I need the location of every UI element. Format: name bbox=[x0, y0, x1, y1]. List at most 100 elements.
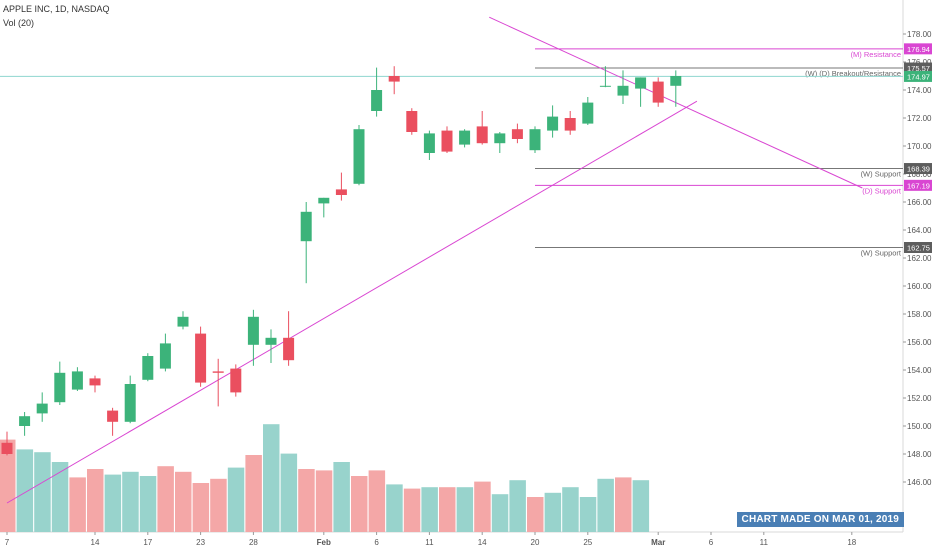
candle-body bbox=[371, 90, 383, 111]
candle-body bbox=[511, 129, 523, 139]
volume-bar bbox=[0, 439, 16, 532]
price-axis: 146.00 148.00 150.00 152.00 154.00 156.00 158.… bbox=[903, 30, 932, 487]
volume-bar bbox=[210, 478, 227, 532]
chart-made-on-note: CHART MADE ON MAR 01, 2019 bbox=[736, 512, 904, 527]
volume-bar bbox=[16, 449, 34, 532]
candle-body bbox=[159, 343, 171, 369]
trendlines bbox=[6, 16, 863, 504]
candle-body bbox=[265, 337, 277, 345]
level-price-tag-label: 174.97 bbox=[907, 72, 930, 81]
volume-bar bbox=[509, 480, 526, 532]
x-tick-label: 6 bbox=[709, 538, 714, 547]
level-price-tag-label: 167.19 bbox=[907, 181, 930, 190]
level-price-tag bbox=[904, 163, 932, 175]
volume-bar bbox=[192, 483, 210, 532]
x-tick-label: Mar bbox=[651, 538, 665, 547]
volume-bar bbox=[527, 497, 544, 532]
level-label: (W) (D) Breakout/Resistance bbox=[805, 69, 901, 78]
candle-body bbox=[300, 211, 312, 242]
candle-body bbox=[335, 189, 347, 195]
candlesticks bbox=[1, 66, 682, 456]
x-tick-label: 23 bbox=[196, 538, 205, 547]
x-tick-label: 14 bbox=[91, 538, 100, 547]
volume-bar bbox=[69, 477, 86, 532]
x-tick-label: 18 bbox=[847, 538, 856, 547]
candle-body bbox=[177, 316, 189, 327]
x-tick-label: Feb bbox=[317, 538, 331, 547]
volume-bar bbox=[315, 470, 333, 532]
volume-bar bbox=[386, 484, 403, 532]
volume-bar bbox=[333, 462, 350, 532]
x-tick-label: 14 bbox=[478, 538, 487, 547]
candle-body bbox=[582, 102, 594, 124]
volume-bar bbox=[439, 487, 456, 532]
candle-body bbox=[195, 333, 207, 383]
candle-body bbox=[406, 111, 418, 132]
level-label: (M) Resistance bbox=[851, 50, 901, 59]
candle-body bbox=[459, 130, 471, 145]
level-price-tag bbox=[904, 62, 932, 74]
volume-bar bbox=[632, 480, 650, 532]
y-tick-label: 174.00 bbox=[907, 86, 932, 95]
level-price-tag-label: 168.39 bbox=[907, 165, 930, 174]
candle-body bbox=[142, 356, 154, 380]
level-price-tag-label: 162.75 bbox=[907, 244, 930, 253]
candle-body bbox=[212, 371, 224, 373]
level-label: (W) Support bbox=[861, 249, 902, 258]
price-grid bbox=[0, 0, 904, 533]
volume-bar bbox=[34, 452, 51, 532]
candle-body bbox=[36, 403, 48, 414]
x-tick-label: 11 bbox=[425, 538, 434, 547]
candle-body bbox=[318, 197, 330, 204]
y-tick-label: 172.00 bbox=[907, 114, 932, 123]
level-price-tag bbox=[904, 70, 932, 82]
volume-indicator-label: Vol (20) bbox=[3, 18, 35, 28]
candle-body bbox=[652, 81, 664, 103]
y-tick-label: 170.00 bbox=[907, 142, 932, 151]
x-tick-label: 11 bbox=[760, 538, 769, 547]
volume-bar bbox=[456, 487, 474, 532]
volume-bar bbox=[579, 497, 597, 532]
candle-body bbox=[19, 416, 31, 426]
volume-bar bbox=[139, 476, 157, 532]
volume-bar bbox=[368, 470, 386, 532]
level-price-tag bbox=[904, 242, 932, 253]
candle-body bbox=[423, 133, 435, 153]
y-tick-label: 164.00 bbox=[907, 226, 932, 235]
level-price-tag bbox=[904, 179, 932, 191]
level-label: (D) Support bbox=[862, 186, 902, 195]
candle-body bbox=[670, 76, 682, 86]
y-tick-label: 150.00 bbox=[907, 422, 932, 431]
volume-bar bbox=[474, 481, 491, 532]
x-tick-label: 6 bbox=[374, 538, 379, 547]
candle-body bbox=[124, 384, 136, 422]
candle-body bbox=[283, 337, 295, 361]
level-label: (W) Support bbox=[861, 170, 902, 179]
y-tick-label: 160.00 bbox=[907, 282, 932, 291]
y-tick-label: 152.00 bbox=[907, 394, 932, 403]
chart-symbol-title: APPLE INC, 1D, NASDAQ bbox=[3, 4, 110, 14]
candle-body bbox=[494, 133, 506, 144]
candle-body bbox=[564, 118, 576, 131]
candle-body bbox=[476, 126, 488, 144]
candle-body bbox=[107, 410, 119, 422]
volume-bars bbox=[0, 424, 650, 532]
volume-bar bbox=[87, 469, 104, 532]
volume-bar bbox=[51, 462, 69, 532]
candle-body bbox=[230, 368, 242, 393]
y-tick-label: 166.00 bbox=[907, 198, 932, 207]
candle-body bbox=[529, 129, 541, 151]
time-axis: 7 14 17 23 28 Feb 6 11 14 20 25 Mar 6 11 18 bbox=[5, 532, 857, 547]
y-tick-label: 156.00 bbox=[907, 338, 932, 347]
volume-bar bbox=[597, 478, 614, 532]
x-tick-label: 28 bbox=[249, 538, 258, 547]
y-tick-label: 158.00 bbox=[907, 310, 932, 319]
candle-body bbox=[617, 85, 629, 96]
volume-bar bbox=[175, 471, 192, 532]
volume-bar bbox=[157, 466, 174, 532]
volume-bar bbox=[403, 488, 421, 532]
x-tick-label: 17 bbox=[143, 538, 152, 547]
candle-body bbox=[1, 442, 13, 454]
